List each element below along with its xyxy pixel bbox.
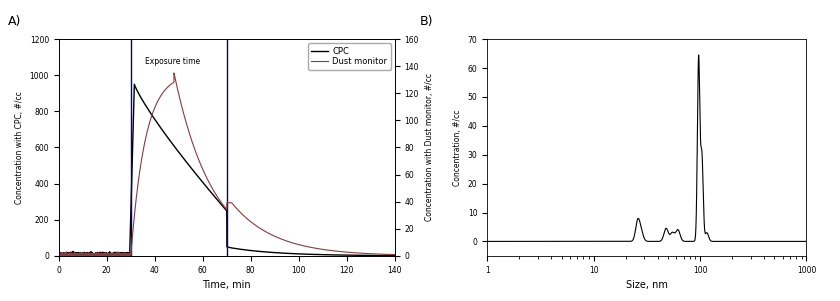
- CPC: [115, 252, 125, 256]
- Dust monitor: [272, 236, 282, 239]
- Dust monitor: [115, 252, 125, 256]
- CPC: [182, 161, 192, 165]
- CPC: [272, 251, 282, 255]
- Text: Exposure time: Exposure time: [145, 57, 200, 67]
- CPC: [390, 254, 400, 257]
- Dust monitor: [56, 254, 66, 258]
- Text: B): B): [420, 15, 433, 28]
- Text: A): A): [8, 15, 22, 28]
- CPC: [129, 82, 139, 86]
- Dust monitor: [330, 249, 340, 253]
- Dust monitor: [182, 125, 192, 128]
- Y-axis label: Concentration, #/cc: Concentration, #/cc: [453, 109, 462, 186]
- CPC: [124, 254, 134, 258]
- Dust monitor: [305, 245, 315, 249]
- CPC: [255, 250, 265, 253]
- Line: CPC: CPC: [59, 84, 395, 256]
- Dust monitor: [390, 253, 400, 256]
- CPC: [330, 253, 340, 257]
- X-axis label: Size, nm: Size, nm: [626, 280, 668, 290]
- Line: Dust monitor: Dust monitor: [59, 73, 395, 256]
- Dust monitor: [54, 253, 64, 257]
- CPC: [54, 252, 64, 256]
- Legend: CPC, Dust monitor: CPC, Dust monitor: [308, 43, 391, 70]
- Dust monitor: [255, 227, 265, 230]
- Y-axis label: Concentration with Dust monitor, #/cc: Concentration with Dust monitor, #/cc: [424, 73, 433, 222]
- CPC: [305, 253, 315, 256]
- X-axis label: Time, min: Time, min: [202, 280, 251, 290]
- Dust monitor: [169, 71, 179, 75]
- Y-axis label: Concentration with CPC, #/cc: Concentration with CPC, #/cc: [15, 91, 24, 204]
